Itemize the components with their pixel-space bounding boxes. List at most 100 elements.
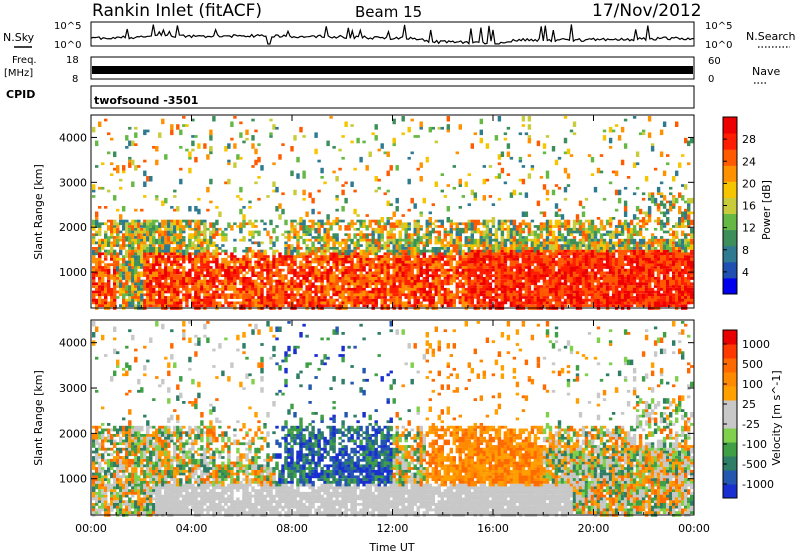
heatmap-cell bbox=[260, 241, 264, 245]
heatmap-cell bbox=[527, 135, 532, 138]
heatmap-cell bbox=[272, 274, 276, 277]
heatmap-cell bbox=[518, 263, 523, 266]
heatmap-cell bbox=[650, 279, 655, 283]
heatmap-cell bbox=[572, 266, 577, 272]
heatmap-cell bbox=[410, 233, 414, 236]
heatmap-cell bbox=[140, 266, 144, 269]
heatmap-cell bbox=[536, 140, 541, 147]
heatmap-cell bbox=[443, 260, 447, 267]
heatmap-cell bbox=[107, 219, 111, 223]
heatmap-cell bbox=[485, 249, 490, 256]
heatmap-cell bbox=[554, 236, 559, 242]
heatmap-cell bbox=[440, 252, 444, 256]
heatmap-cell bbox=[620, 159, 625, 166]
heatmap-cell bbox=[617, 293, 622, 299]
heatmap-cell bbox=[653, 219, 658, 223]
heatmap-cell bbox=[488, 249, 493, 256]
heatmap-cell bbox=[587, 154, 592, 157]
heatmap-cell bbox=[194, 290, 198, 297]
heatmap-cell bbox=[302, 189, 306, 196]
heatmap-cell bbox=[512, 271, 517, 277]
heatmap-cell bbox=[590, 274, 595, 280]
heatmap-cell bbox=[542, 241, 547, 247]
heatmap-cell bbox=[233, 274, 237, 277]
heatmap-cell bbox=[473, 277, 477, 283]
heatmap-cell bbox=[134, 126, 138, 130]
heatmap-cell bbox=[389, 296, 393, 299]
heatmap-cell bbox=[551, 260, 556, 264]
heatmap-cell bbox=[329, 287, 333, 291]
heatmap-cell bbox=[326, 263, 330, 266]
heatmap-cell bbox=[326, 301, 330, 307]
heatmap-cell bbox=[419, 266, 423, 272]
heatmap-cell bbox=[479, 266, 483, 272]
heatmap-cell bbox=[341, 274, 345, 280]
heatmap-cell bbox=[365, 290, 369, 297]
heatmap-cell bbox=[413, 285, 417, 288]
heatmap-cell bbox=[581, 211, 586, 217]
heatmap-cell bbox=[194, 279, 198, 283]
heatmap-cell bbox=[263, 257, 267, 261]
heatmap-cell bbox=[392, 118, 396, 125]
heatmap-cell bbox=[290, 298, 294, 305]
heatmap-cell bbox=[107, 282, 111, 288]
heatmap-cell bbox=[512, 227, 517, 231]
heatmap-cell bbox=[569, 277, 574, 283]
heatmap-cell bbox=[635, 230, 640, 237]
heatmap-cell bbox=[152, 230, 156, 234]
heatmap-cell bbox=[389, 285, 393, 291]
heatmap-cell bbox=[176, 296, 180, 302]
heatmap-cell bbox=[431, 247, 435, 253]
heatmap-cell bbox=[431, 252, 435, 258]
heatmap-cell bbox=[341, 304, 345, 310]
heatmap-cell bbox=[110, 263, 114, 266]
heatmap-cell bbox=[506, 255, 511, 261]
heatmap-cell bbox=[317, 227, 321, 231]
heatmap-cell bbox=[188, 282, 192, 286]
heatmap-cell bbox=[155, 230, 159, 234]
heatmap-cell bbox=[374, 176, 378, 182]
heatmap-cell bbox=[407, 255, 411, 261]
heatmap-cell bbox=[566, 290, 571, 294]
heatmap-cell bbox=[137, 233, 141, 239]
heatmap-cell bbox=[185, 255, 189, 258]
heatmap-cell bbox=[116, 165, 120, 171]
heatmap-cell bbox=[509, 296, 514, 302]
heatmap-cell bbox=[107, 266, 111, 269]
heatmap-cell bbox=[305, 255, 309, 258]
heatmap-cell bbox=[485, 178, 490, 182]
heatmap-cell bbox=[536, 271, 541, 277]
heatmap-cell bbox=[173, 304, 177, 310]
heatmap-cell bbox=[623, 268, 628, 272]
heatmap-cell bbox=[290, 236, 294, 239]
heatmap-cell bbox=[140, 233, 144, 239]
heatmap-cell bbox=[629, 304, 634, 307]
heatmap-cell bbox=[632, 238, 637, 242]
heatmap-cell bbox=[419, 304, 423, 307]
heatmap-cell bbox=[278, 252, 282, 258]
heatmap-cell bbox=[209, 277, 213, 283]
heatmap-cell bbox=[590, 260, 595, 267]
heatmap-cell bbox=[350, 301, 354, 307]
heatmap-cell bbox=[485, 241, 490, 247]
heatmap-cell bbox=[164, 236, 168, 242]
heatmap-cell bbox=[509, 293, 514, 297]
heatmap-cell bbox=[242, 249, 246, 253]
heatmap-cell bbox=[458, 206, 462, 209]
heatmap-cell bbox=[647, 296, 652, 302]
heatmap-cell bbox=[395, 244, 399, 250]
heatmap-cell bbox=[317, 257, 321, 261]
heatmap-cell bbox=[530, 290, 535, 294]
heatmap-cell bbox=[410, 271, 414, 277]
heatmap-cell bbox=[119, 293, 123, 297]
heatmap-cell bbox=[242, 266, 246, 272]
heatmap-cell bbox=[548, 238, 553, 242]
heatmap-cell bbox=[521, 178, 526, 185]
heatmap-cell bbox=[560, 304, 565, 310]
heatmap-cell bbox=[518, 282, 523, 286]
heatmap-cell bbox=[512, 236, 517, 242]
heatmap-cell bbox=[407, 293, 411, 299]
heatmap-cell bbox=[617, 249, 622, 256]
heatmap-cell bbox=[614, 227, 619, 234]
heatmap-cell bbox=[359, 290, 363, 294]
